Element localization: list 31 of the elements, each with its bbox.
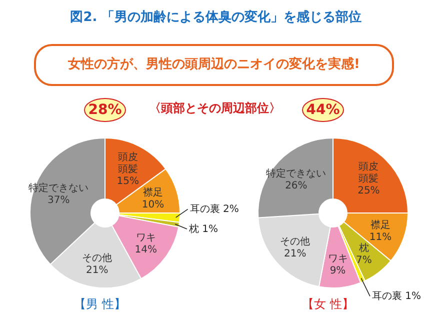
slice-label: 枕 1% [188,222,218,235]
data-label: 14% [134,244,157,256]
slice-label: 頭皮頭髪 [118,151,138,176]
slice-label: 特定できない [28,182,89,194]
data-label: 21% [284,248,306,260]
data-label: 37% [48,194,70,206]
data-label: 10% [142,199,164,210]
slice-label: 襟足 [143,186,164,198]
slice-label: その他 [280,235,310,248]
slice-label: その他 [82,252,112,264]
slice-label: 襟足 [370,219,391,232]
data-label: 21% [86,264,108,276]
slice-label: 耳の裏 2% [190,203,239,216]
chart-title: 図2. 「男の加齢による体臭の変化」を感じる部位 [69,8,363,26]
slice-label: ワキ [136,232,156,244]
slice-label: 耳の裏 1% [372,290,422,302]
speech-bubble: 28% [84,98,126,122]
slice-label: 枕 [358,242,369,254]
data-label: 7% [356,254,372,266]
text: 【男 性】 [73,296,127,313]
data-label: 11% [369,232,392,244]
chart-subtitle: 女性の方が、男性の頭周辺のニオイの変化を実感! [34,44,394,86]
data-label: 15% [116,176,140,188]
speech-bubble: 44% [302,98,344,122]
text: 【女 性】 [302,297,354,311]
text: 〈頭部とその周辺部位〉 [148,100,282,117]
slice-label: 頭皮頭髪 [358,160,379,184]
slice-label: ワキ [328,253,348,264]
data-label: 25% [358,185,380,196]
data-label: 9% [330,265,346,276]
data-label: 26% [285,180,308,192]
